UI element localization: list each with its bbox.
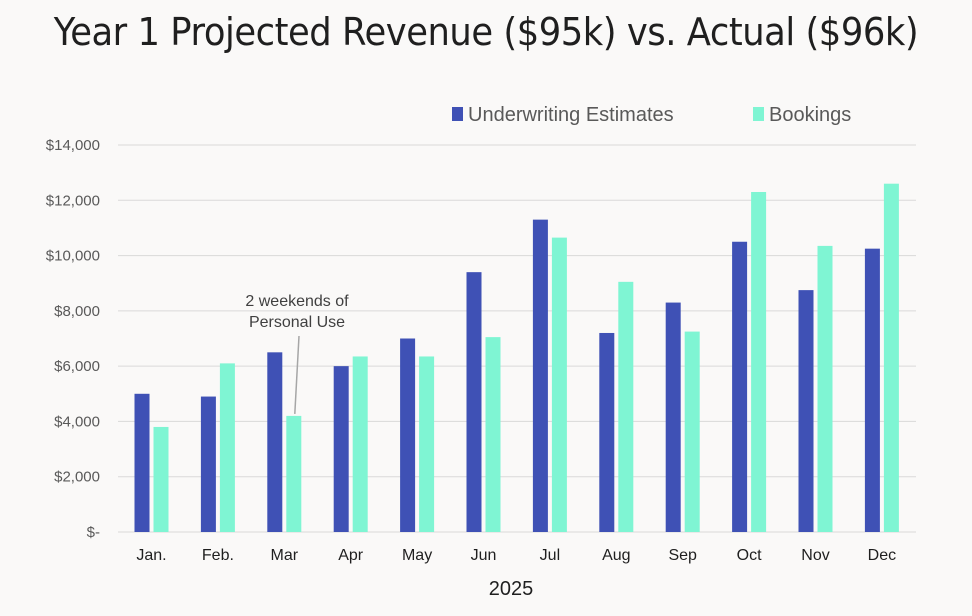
x-axis-title: 2025 [489, 578, 534, 600]
y-tick-label: $14,000 [46, 137, 100, 154]
bar-bookings-nov [817, 245, 833, 532]
bar-bookings-dec [883, 183, 899, 532]
annotation-leader-line [294, 335, 300, 414]
y-tick-label: $4,000 [54, 413, 100, 430]
bar-bookings-apr [352, 356, 368, 532]
bar-underwriting-estimates-may [400, 338, 416, 532]
annotation: 2 weekends of Personal Use [245, 293, 349, 414]
bar-underwriting-estimates-jan [134, 393, 150, 532]
bar-underwriting-estimates-jun [466, 272, 482, 532]
x-category-label: Dec [868, 547, 896, 564]
x-category-label: Apr [338, 547, 364, 564]
annotation-text: 2 weekends of [245, 293, 349, 310]
x-axis-category-labels: Jan. Feb. Mar Apr May Jun Jul Aug Sep Oct Nov Dec [136, 547, 896, 564]
x-category-label: Oct [737, 547, 762, 564]
bar-bookings-jul [551, 237, 567, 532]
x-category-label: Sep [668, 547, 697, 564]
bar-underwriting-estimates-sep [665, 302, 681, 532]
x-category-label: Nov [801, 547, 829, 564]
y-tick-label: $6,000 [54, 358, 100, 375]
y-tick-label: $2,000 [54, 469, 100, 486]
bars [134, 183, 899, 533]
bar-bookings-feb [219, 363, 235, 532]
y-tick-label: $- [87, 524, 100, 541]
x-category-label: Jun [471, 547, 497, 564]
annotation-text: Personal Use [249, 314, 345, 331]
x-category-label: May [402, 547, 432, 564]
y-tick-label: $8,000 [54, 303, 100, 320]
gridlines [118, 144, 916, 533]
y-tick-label: $12,000 [46, 192, 100, 209]
bar-underwriting-estimates-aug [599, 332, 615, 532]
x-category-label: Mar [271, 547, 299, 564]
bar-bookings-aug [618, 281, 634, 532]
bar-bookings-mar [286, 415, 302, 532]
x-category-label: Feb. [202, 547, 234, 564]
bar-bookings-oct [751, 191, 767, 532]
legend-label: Bookings [769, 104, 851, 126]
bar-underwriting-estimates-jul [532, 219, 548, 532]
bar-underwriting-estimates-mar [267, 352, 283, 532]
bar-underwriting-estimates-feb [200, 396, 216, 532]
bar-bookings-sep [684, 331, 700, 532]
x-category-label: Jul [540, 547, 560, 564]
bar-bookings-jun [485, 337, 501, 532]
bar-underwriting-estimates-nov [798, 290, 814, 532]
legend-label: Underwriting Estimates [468, 104, 674, 126]
legend-swatch [452, 107, 463, 121]
chart-title: Year 1 Projected Revenue ($95k) vs. Actu… [53, 10, 919, 54]
y-axis-tick-labels: $- $2,000 $4,000 $6,000 $8,000 $10,000 $12,000… [46, 137, 100, 541]
y-tick-label: $10,000 [46, 248, 100, 265]
bar-bookings-may [419, 356, 435, 532]
x-category-label: Aug [602, 547, 630, 564]
bar-bookings-jan [153, 426, 169, 532]
bar-underwriting-estimates-dec [864, 248, 880, 533]
x-category-label: Jan. [136, 547, 166, 564]
bar-underwriting-estimates-apr [333, 366, 349, 532]
legend-swatch [753, 107, 764, 121]
bar-underwriting-estimates-oct [732, 241, 748, 532]
legend: Underwriting Estimates Bookings [452, 104, 851, 126]
